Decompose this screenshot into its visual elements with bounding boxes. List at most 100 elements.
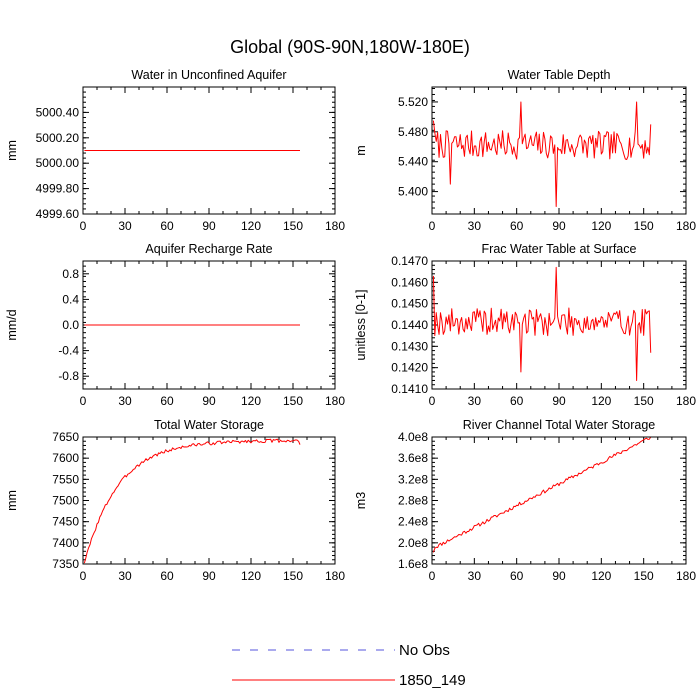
y-tick-label: 0.1420: [391, 361, 428, 375]
y-tick-label: 0.4: [62, 292, 79, 306]
x-tick-label: 150: [634, 569, 654, 583]
x-tick-label: 0: [80, 219, 87, 233]
x-tick-label: 150: [634, 219, 654, 233]
series-line-1850_149: [432, 101, 652, 208]
x-tick-label: 120: [591, 394, 611, 408]
x-tick-label: 90: [202, 569, 216, 583]
x-tick-label: 150: [283, 219, 303, 233]
y-tick-label: 5000.20: [36, 131, 80, 145]
legend-label-no-obs: No Obs: [399, 642, 450, 659]
x-tick-label: 0: [429, 219, 436, 233]
y-axis-label: m: [354, 145, 368, 155]
y-tick-label: 5.520: [398, 95, 428, 109]
x-tick-label: 120: [591, 219, 611, 233]
chart-panel: Aquifer Recharge Rate mm/d 0 30 60 90 120 150 18…: [5, 242, 345, 408]
x-tick-label: 120: [241, 569, 261, 583]
chart-title: Frac Water Table at Surface: [482, 242, 637, 256]
x-tick-label: 30: [468, 569, 482, 583]
y-tick-label: 2.4e8: [398, 515, 428, 529]
x-tick-label: 150: [283, 394, 303, 408]
legend-label-1850-149: 1850_149: [399, 672, 466, 689]
x-tick-label: 90: [552, 569, 566, 583]
y-axis-label: unitless [0-1]: [354, 290, 368, 361]
x-tick-label: 150: [283, 569, 303, 583]
y-tick-label: 5.440: [398, 155, 428, 169]
y-tick-label: 7550: [52, 472, 79, 486]
plot-frame: [431, 436, 687, 565]
x-tick-label: 180: [676, 219, 696, 233]
x-tick-label: 0: [429, 569, 436, 583]
y-tick-label: 7350: [52, 557, 79, 571]
y-tick-label: 7600: [52, 451, 79, 465]
panels: Water in Unconfined Aquifer mm 0 30 60 90 120 1…: [5, 68, 696, 583]
y-tick-label: 0.1460: [391, 275, 428, 289]
x-tick-label: 0: [80, 394, 87, 408]
y-tick-label: 7400: [52, 536, 79, 550]
x-tick-label: 0: [429, 394, 436, 408]
x-tick-label: 0: [80, 569, 87, 583]
chart-title: River Channel Total Water Storage: [463, 418, 656, 432]
y-tick-label: 3.6e8: [398, 451, 428, 465]
x-tick-label: 90: [552, 394, 566, 408]
x-tick-label: 180: [676, 394, 696, 408]
y-tick-label: 5.480: [398, 125, 428, 139]
chart-title: Water in Unconfined Aquifer: [131, 68, 286, 82]
x-tick-label: 30: [468, 219, 482, 233]
y-tick-label: 0.1430: [391, 339, 428, 353]
chart-title: Water Table Depth: [508, 68, 611, 82]
series-line-1850_149: [432, 266, 652, 381]
x-tick-label: 30: [118, 219, 132, 233]
x-tick-label: 60: [510, 219, 524, 233]
x-tick-label: 60: [160, 394, 174, 408]
y-tick-label: 0.1470: [391, 254, 428, 268]
x-tick-label: 150: [634, 394, 654, 408]
figure-title: Global (90S-90N,180W-180E): [230, 37, 470, 57]
y-tick-label: 7650: [52, 430, 79, 444]
chart-panel: Frac Water Table at Surface unitless [0-1…: [354, 242, 696, 408]
x-tick-label: 60: [510, 394, 524, 408]
y-tick-label: 0.0: [62, 318, 79, 332]
y-axis-label: m3: [354, 492, 368, 509]
y-tick-label: 4.0e8: [398, 430, 428, 444]
x-tick-label: 30: [468, 394, 482, 408]
y-tick-label: 1.6e8: [398, 557, 428, 571]
x-tick-label: 180: [325, 219, 345, 233]
y-tick-label: 0.1440: [391, 318, 428, 332]
x-tick-label: 60: [510, 569, 524, 583]
x-tick-label: 180: [325, 394, 345, 408]
y-tick-label: 0.1410: [391, 382, 428, 396]
y-tick-label: 2.0e8: [398, 536, 428, 550]
x-tick-label: 30: [118, 394, 132, 408]
series-line-1850_149: [432, 436, 652, 553]
x-tick-label: 60: [160, 219, 174, 233]
y-tick-label: -0.4: [58, 344, 79, 358]
x-tick-label: 30: [118, 569, 132, 583]
x-tick-label: 60: [160, 569, 174, 583]
chart-panel: Water Table Depth m 0 30 60 90 120 150 180 5.400 5…: [354, 68, 696, 233]
y-tick-label: 4999.60: [36, 207, 80, 221]
x-tick-label: 90: [202, 394, 216, 408]
y-tick-label: 3.2e8: [398, 472, 428, 486]
y-tick-label: 0.8: [62, 267, 79, 281]
x-tick-label: 180: [676, 569, 696, 583]
x-tick-label: 120: [241, 219, 261, 233]
plot-frame: [82, 436, 336, 565]
y-tick-label: 4999.80: [36, 182, 80, 196]
plot-frame: [431, 86, 687, 215]
y-tick-label: 2.8e8: [398, 494, 428, 508]
x-tick-label: 120: [241, 394, 261, 408]
x-tick-label: 180: [325, 569, 345, 583]
chart-title: Total Water Storage: [154, 418, 264, 432]
y-axis-label: mm/d: [5, 309, 19, 340]
x-tick-label: 90: [202, 219, 216, 233]
y-tick-label: 5.400: [398, 185, 428, 199]
legend: No Obs 1850_149: [232, 642, 466, 689]
chart-title: Aquifer Recharge Rate: [145, 242, 272, 256]
chart-panel: River Channel Total Water Storage m3 0 30 60…: [354, 418, 696, 583]
y-axis-label: mm: [5, 490, 19, 511]
chart-panel: Total Water Storage mm 0 30 60 90 120 150 180 735…: [5, 418, 345, 583]
y-tick-label: 0.1450: [391, 297, 428, 311]
y-tick-label: 7450: [52, 515, 79, 529]
